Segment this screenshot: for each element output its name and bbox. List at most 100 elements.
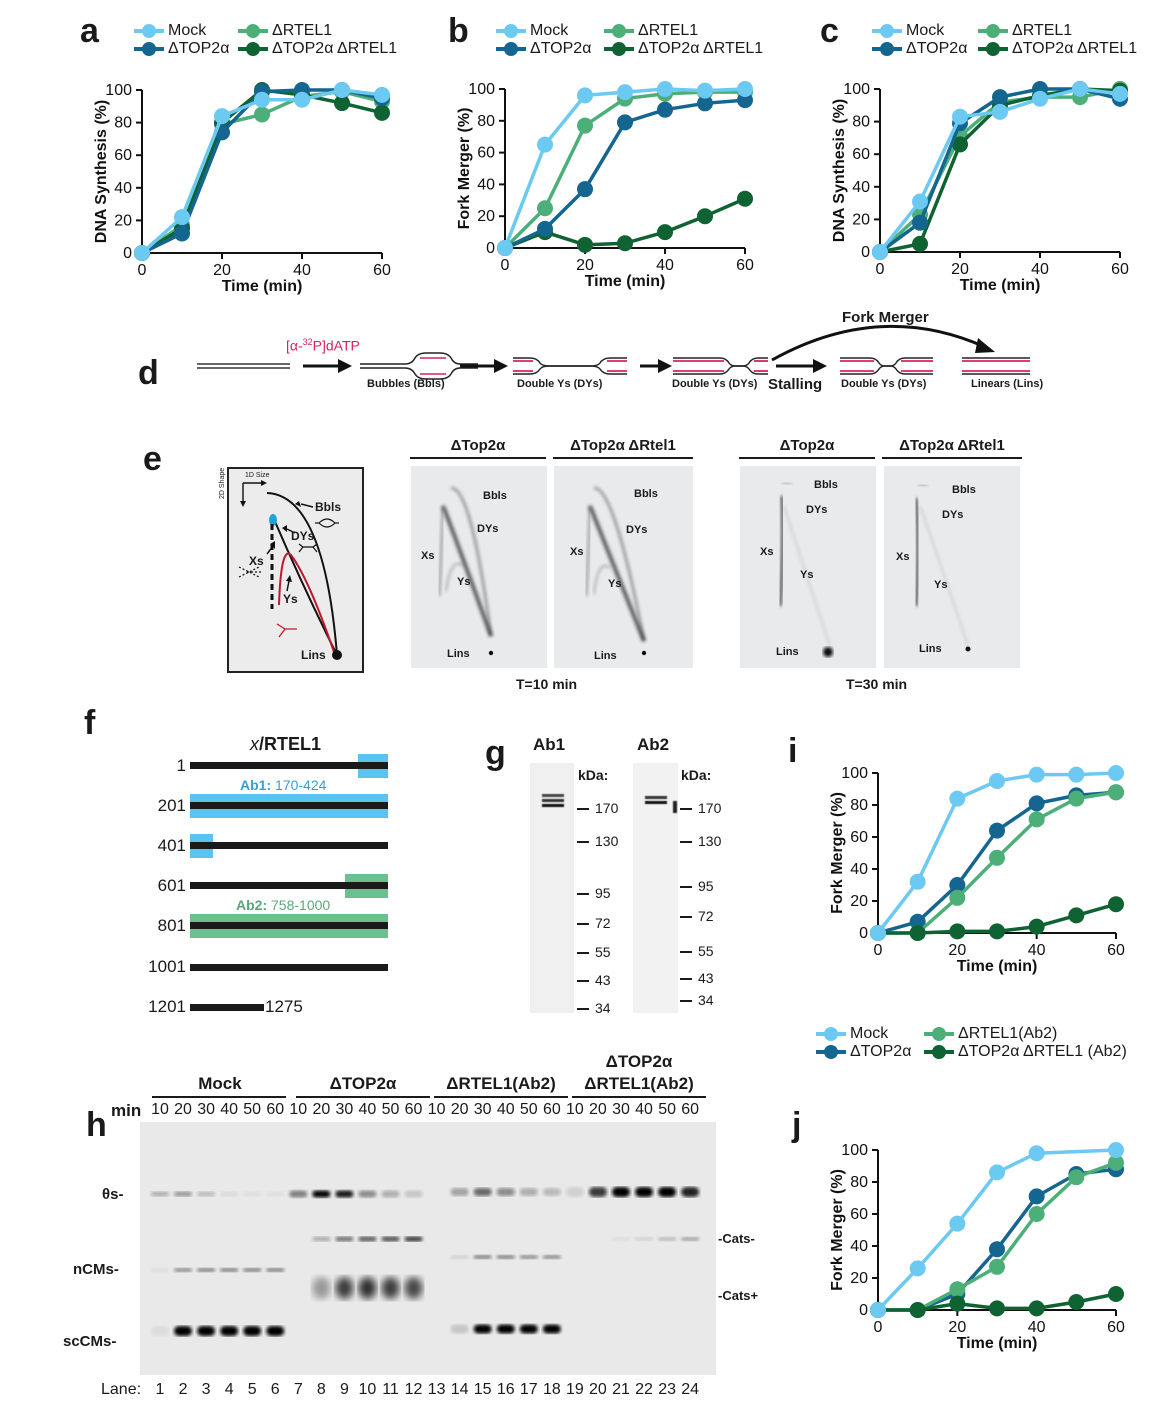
panel-letter-f: f: [84, 704, 96, 742]
lane-number: 12: [404, 1381, 423, 1398]
isotope-sup: 32: [302, 337, 313, 347]
y-tick-label: 0: [859, 1302, 868, 1319]
x-tick-label: 40: [1031, 261, 1049, 278]
residue-label: 1201: [148, 997, 186, 1016]
gel-band: [588, 1187, 607, 1197]
plot-area: 0 20 40 60 80 100 0 20 40 60 Time (min) DNA Synthes…: [831, 81, 1129, 294]
header-rule: [572, 1096, 706, 1098]
gel-band: [266, 1268, 285, 1272]
y-tick-label: 80: [477, 113, 495, 130]
legend-item-top2a: ΔTOP2α: [816, 1043, 911, 1061]
lane-number: 21: [612, 1381, 630, 1398]
legend-item-rtel1: ΔRTEL1: [978, 22, 1072, 40]
legend-label: ΔTOP2α: [850, 1043, 912, 1060]
legend-label: ΔTOP2α ΔRTEL1 (Ab2): [958, 1043, 1127, 1060]
panel-letter-i: i: [788, 732, 798, 770]
data-point: [909, 913, 926, 930]
gel-band: [681, 1237, 700, 1241]
data-point: [537, 136, 553, 153]
label-sccms: scCMs-: [63, 1333, 117, 1350]
y-tick-label: 80: [852, 114, 870, 131]
minute-label: 40: [635, 1101, 653, 1118]
2d-gel-image: Bbls DYs Xs Ys Lins: [554, 466, 693, 668]
label-xs: Xs: [249, 554, 264, 568]
timepoint-30: T=30 min: [846, 676, 908, 692]
gel-band: [358, 1236, 377, 1242]
data-point: [949, 889, 966, 906]
x-axis-label: Time (min): [222, 278, 303, 295]
minute-label: 10: [289, 1101, 308, 1118]
sequence-bar: [190, 964, 388, 971]
label-bbls: Bbls: [952, 484, 976, 496]
gel-band: [151, 1326, 169, 1336]
legend-item-top2a: ΔTOP2α: [872, 40, 967, 58]
chart-c-dna-synthesis: 0 20 40 60 80 100 0 20 40 60 Time (min) DNA Synthes…: [831, 81, 1129, 294]
data-point: [657, 101, 673, 118]
data-point: [989, 1164, 1005, 1181]
data-point: [617, 114, 633, 131]
plot-area: 0 20 40 60 80 100 0 20 40 60 Time (min) Fork Merger…: [829, 1142, 1125, 1352]
gel-band: [404, 1277, 423, 1299]
minute-label: 50: [243, 1101, 262, 1118]
minute-label: 20: [312, 1101, 331, 1118]
lane-number: 14: [450, 1381, 469, 1398]
series-0: [872, 81, 1128, 260]
data-point: [870, 925, 886, 941]
lane-number: 2: [178, 1381, 188, 1398]
minute-label: 20: [450, 1101, 469, 1118]
data-point: [577, 117, 593, 134]
minute-label: 40: [358, 1101, 377, 1118]
legend-label: ΔTOP2α ΔRTEL1: [638, 40, 764, 57]
data-point: [697, 95, 713, 112]
lane-number: 5: [247, 1381, 257, 1398]
legend-item-mock: Mock: [816, 1025, 888, 1043]
x-icon: [238, 566, 263, 578]
gel-band: [197, 1191, 216, 1197]
legend-marker-double: [604, 42, 634, 56]
minute-label: 60: [681, 1101, 700, 1118]
bubble-arc: [266, 492, 338, 656]
series-0: [134, 82, 390, 261]
chart-a-dna-synthesis: 0 20 40 60 80 100 0 20 40 60 Time (min) DNA Synthes…: [93, 82, 391, 295]
label-lins: Lins: [776, 646, 799, 658]
legend-label: ΔTOP2α: [530, 40, 592, 57]
group-title-double: ΔTOP2α: [605, 1052, 673, 1071]
data-point: [1108, 1154, 1124, 1171]
gel-band: [519, 1324, 538, 1334]
sequence-bar: [190, 922, 388, 929]
x-tick-label: 60: [1111, 261, 1129, 278]
x-tick-label: 0: [874, 942, 883, 959]
blot-title-ab2: Ab2: [637, 735, 670, 754]
gel-band: [151, 1268, 169, 1272]
isotope-suffix: P]dATP: [312, 337, 360, 354]
data-point: [1028, 1300, 1045, 1317]
dy-spot: [269, 514, 277, 526]
group-title-top2a: ΔTOP2α: [329, 1074, 397, 1093]
arrow-icon: [303, 359, 352, 373]
lane-number: 13: [427, 1381, 446, 1398]
ab2-name: Ab2:: [236, 897, 268, 913]
blot-title-ab1: Ab1: [533, 735, 566, 754]
data-point: [334, 82, 350, 98]
legend-item-top2a: ΔTOP2α: [496, 40, 591, 58]
data-point: [989, 773, 1005, 789]
panel-letter-g: g: [485, 734, 506, 772]
lane-number: 8: [316, 1381, 326, 1398]
2d-gel-image: Bbls DYs Xs Ys Lins: [884, 466, 1020, 668]
x-tick-label: 60: [736, 257, 754, 274]
x-tick-label: 0: [876, 261, 885, 278]
panel-letter-d: d: [138, 354, 159, 392]
2d-gel-schematic: 1D Size 2D Shape Bbls DYs Xs Ys Lins: [219, 467, 364, 673]
residue-label: 1001: [148, 957, 186, 976]
lane-number: 7: [293, 1381, 303, 1398]
data-point: [909, 925, 926, 941]
lane-number: 22: [635, 1381, 653, 1398]
gel-band: [404, 1236, 423, 1242]
1d-gel-image: [140, 1122, 716, 1375]
gel-band: [496, 1188, 515, 1196]
arrow-icon: [640, 359, 672, 373]
y-tick-label: 100: [843, 81, 870, 98]
x-tick-label: 40: [293, 262, 311, 279]
data-point: [992, 103, 1008, 120]
legend-marker-double: [978, 42, 1008, 56]
